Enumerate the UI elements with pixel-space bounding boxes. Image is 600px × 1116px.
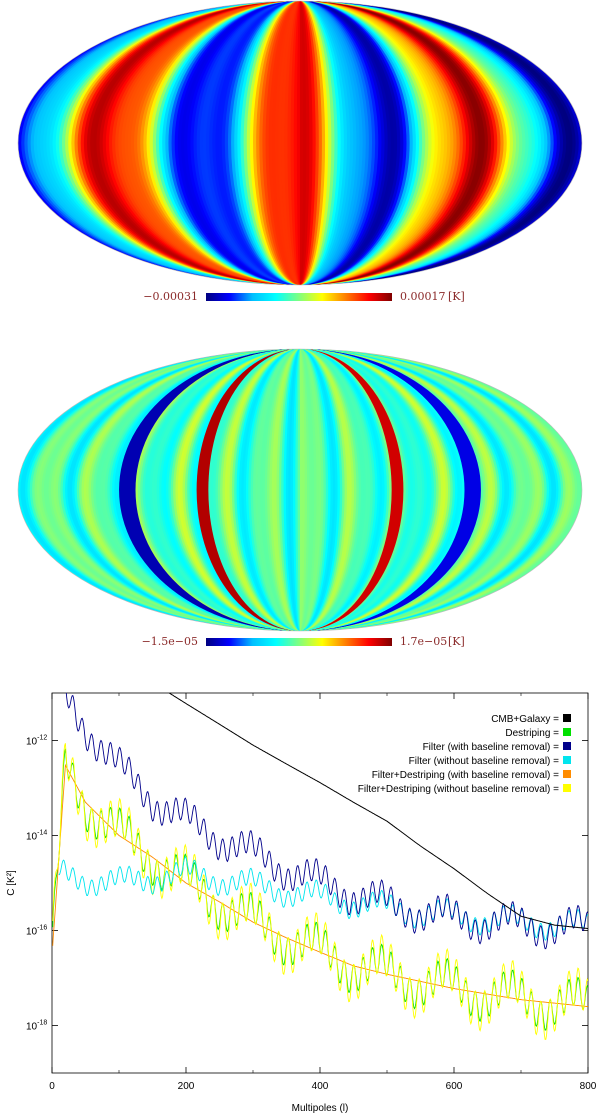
series-line-3 [58, 856, 588, 941]
y-tick-label: 10-18 [26, 1020, 47, 1033]
x-tick-label: 800 [580, 1081, 597, 1092]
legend-swatch [563, 714, 571, 722]
colorbar-1-min-label: −0.00031 [143, 290, 198, 303]
colorbar-2-gradient [206, 638, 392, 646]
colorbar-1-unit: [K] [448, 290, 465, 303]
colorbar-1: −0.00031 0.00017 [K] [143, 290, 465, 303]
legend-label: Filter+Destriping (without baseline remo… [358, 784, 559, 795]
colorbar-2: −1.5e−05 1.7e−05 [K] [142, 635, 465, 648]
legend-swatch [563, 742, 571, 750]
series-line-0 [169, 693, 588, 929]
y-tick-label: 10-16 [26, 925, 47, 938]
y-axis-title: C [K²] [6, 870, 17, 896]
legend-label: CMB+Galaxy = [491, 714, 559, 725]
colorbar-1-max-label: 0.00017 [400, 290, 446, 303]
legend-swatch [563, 728, 571, 736]
legend-label: Filter+Destriping (with baseline removal… [372, 770, 559, 781]
series-line-5 [52, 743, 588, 1040]
legend-swatch [563, 756, 571, 764]
legend-label: Filter (without baseline removal) = [409, 756, 559, 767]
legend-swatch [563, 770, 571, 778]
colorbar-2-max-label: 1.7e−05 [400, 635, 447, 648]
x-tick-label: 200 [178, 1081, 195, 1092]
legend-label: Filter (with baseline removal) = [423, 742, 560, 753]
power-spectrum-plot: 0 200 400 600 800 10-12 10-14 10-16 10-18 CMB+Ga… [6, 692, 597, 1114]
colorbar-1-gradient [206, 293, 392, 301]
colorbar-2-min-label: −1.5e−05 [142, 635, 198, 648]
x-axis-title: Multipoles (l) [292, 1103, 349, 1114]
series-line-2 [65, 693, 588, 950]
x-tick-label: 0 [49, 1081, 55, 1092]
x-tick-label: 600 [446, 1081, 463, 1092]
sky-map-2 [17, 348, 583, 632]
colorbar-2-unit: [K] [448, 635, 465, 648]
legend-label: Destriping = [505, 728, 559, 739]
legend-swatch [563, 784, 571, 792]
y-tick-label: 10-14 [26, 830, 47, 843]
y-tick-label: 10-12 [26, 735, 47, 748]
sky-map-1 [17, 0, 583, 286]
x-tick-label: 400 [312, 1081, 329, 1092]
